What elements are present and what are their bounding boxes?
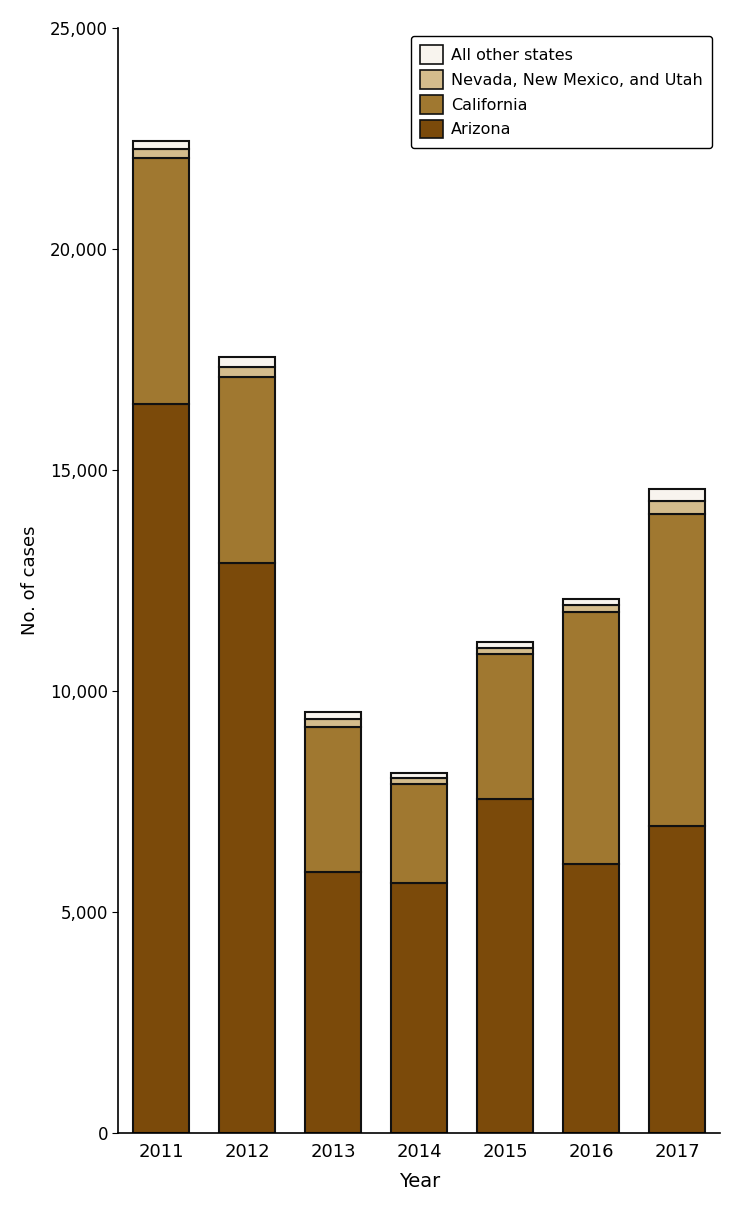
Bar — [305, 713, 361, 719]
Bar — [219, 367, 275, 377]
Y-axis label: No. of cases: No. of cases — [21, 526, 39, 635]
Bar — [305, 726, 361, 873]
Bar — [305, 719, 361, 726]
Bar — [133, 141, 189, 149]
Bar — [133, 159, 189, 404]
Bar — [133, 149, 189, 159]
Bar — [391, 778, 448, 784]
Bar — [649, 514, 705, 827]
Bar — [563, 605, 619, 612]
Bar — [649, 827, 705, 1133]
Bar — [477, 642, 534, 647]
Bar — [477, 800, 534, 1133]
Bar — [649, 501, 705, 514]
Bar — [391, 884, 448, 1133]
Bar — [563, 600, 619, 605]
Bar — [563, 864, 619, 1133]
Bar — [305, 873, 361, 1133]
Bar — [133, 404, 189, 1133]
Bar — [477, 653, 534, 800]
X-axis label: Year: Year — [399, 1172, 440, 1191]
Bar — [477, 647, 534, 653]
Bar — [649, 488, 705, 501]
Bar — [391, 773, 448, 778]
Bar — [219, 377, 275, 562]
Bar — [391, 784, 448, 884]
Legend: All other states, Nevada, New Mexico, and Utah, California, Arizona: All other states, Nevada, New Mexico, an… — [411, 36, 712, 148]
Bar — [219, 562, 275, 1133]
Bar — [219, 358, 275, 367]
Bar — [563, 612, 619, 864]
